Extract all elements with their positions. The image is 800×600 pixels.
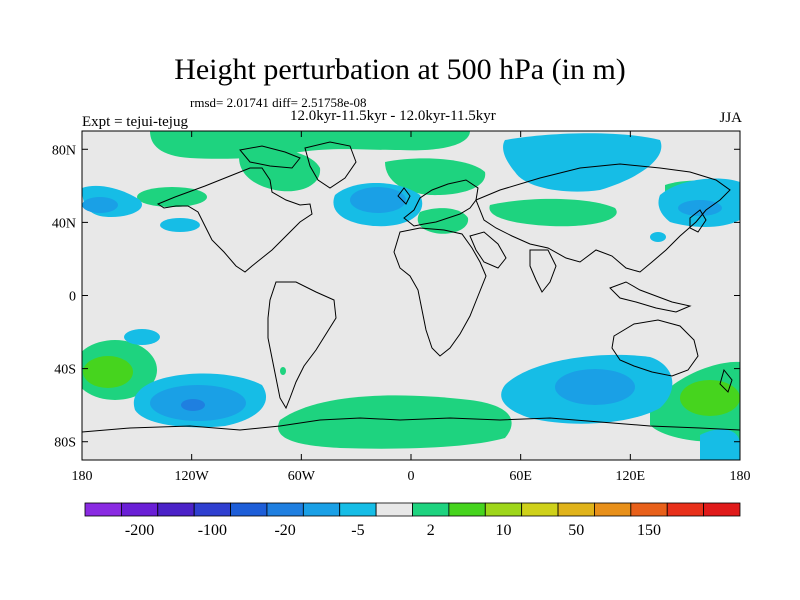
colorbar: [84, 502, 741, 517]
lon-tick-label: 60E: [509, 469, 532, 484]
colorbar-swatch: [412, 502, 450, 517]
map-title: Height perturbation at 500 hPa (in m): [174, 53, 626, 86]
arabia-coast: [469, 231, 507, 269]
anomaly-region-antarctic-negative: [700, 429, 740, 460]
colorbar-swatch: [375, 502, 413, 517]
stats-text: rmsd= 2.01741 diff= 2.51758e-08: [190, 95, 367, 110]
lon-tick-label: 60W: [288, 469, 316, 484]
colorbar-swatch: [484, 502, 523, 517]
anomaly-region-east-pacific-negative: [160, 218, 200, 232]
colorbar-swatch: [594, 502, 632, 517]
anomaly-region-china-negative: [650, 232, 666, 242]
lon-tick-labels: 180 120W 60W 0 60E 120E 180: [72, 469, 751, 484]
anomaly-region-arctic-positive: [150, 131, 470, 159]
lon-tick-label: 120E: [616, 469, 646, 484]
colorbar-swatch: [448, 502, 486, 517]
colorbar-label: -200: [125, 522, 154, 539]
anomaly-region-southwest-pacific-core: [680, 380, 740, 416]
colorbar-label: 10: [495, 522, 511, 539]
experiment-label: Expt = tejui-tejug: [82, 114, 188, 130]
colorbar-swatch: [230, 502, 268, 517]
greenland-coast: [304, 141, 357, 189]
anomaly-region-scandinavia-positive: [385, 158, 486, 196]
africa-coast: [393, 227, 487, 357]
north-america-coast: [156, 167, 313, 273]
lat-tick-label: 0: [69, 290, 76, 305]
colorbar-labels: -200 -100 -20 -5 2 10 50 150: [125, 522, 661, 539]
canada-arctic-islands: [239, 145, 301, 169]
anomaly-region-north-pacific-core: [82, 197, 118, 213]
colorbar-swatch: [703, 502, 741, 517]
india-coast: [529, 249, 557, 293]
anomaly-region-tropical-pacific-negative: [124, 329, 160, 345]
anomaly-region-north-atlantic-core: [350, 187, 406, 213]
colorbar-swatch: [521, 502, 559, 517]
lon-tick-label: 180: [730, 469, 751, 484]
anomaly-region-small-south-pacific-positive: [280, 367, 286, 375]
anomaly-region-south-pacific-core: [83, 356, 133, 388]
season-label: JJA: [719, 110, 742, 126]
new-zealand-coast: [719, 368, 733, 393]
colorbar-swatch: [84, 502, 122, 517]
lat-tick-label: 80N: [52, 143, 76, 158]
colorbar-swatch: [157, 502, 195, 517]
coastlines: [82, 141, 740, 433]
anomaly-region-mediterranean-positive: [417, 208, 469, 234]
anomaly-region-east-asia-core: [678, 200, 722, 216]
anomaly-region-south-pacific-negative-core: [181, 399, 205, 411]
lon-tick-label: 0: [408, 469, 415, 484]
colorbar-label: -5: [351, 522, 364, 539]
anomaly-region-south-atlantic-positive: [278, 395, 512, 449]
map-panel: 180 120W 60W 0 60E 120E 180 80N 40N 0 40S 80S: [52, 130, 751, 484]
colorbar-label: 50: [568, 522, 584, 539]
anomaly-region-indian-ocean-core: [555, 369, 635, 405]
anomaly-region-north-pacific-positive: [137, 187, 207, 207]
colorbar-swatch: [666, 502, 705, 517]
period-label: 12.0kyr-11.5kyr - 12.0kyr-11.5kyr: [290, 108, 496, 124]
antarctica-coast: [82, 417, 740, 433]
lat-tick-marks: [82, 148, 740, 443]
colorbar-swatch: [193, 502, 231, 517]
south-america-coast: [267, 281, 337, 410]
colorbar-swatch: [557, 502, 595, 517]
colorbar-label: 2: [427, 522, 435, 539]
southeast-asia-islands: [609, 281, 692, 313]
colorbar-label: -100: [198, 522, 227, 539]
uk-coast: [397, 187, 411, 205]
asia-coast: [475, 163, 731, 273]
colorbar-swatch: [339, 502, 377, 517]
anomaly-region-central-asia-positive: [489, 198, 617, 227]
lat-tick-label: 80S: [54, 436, 76, 451]
colorbar-swatch: [266, 502, 304, 517]
japan-coast: [689, 209, 707, 233]
lat-tick-labels: 80N 40N 0 40S 80S: [52, 143, 76, 450]
colorbar-swatch: [120, 502, 159, 517]
australia-coast: [611, 319, 699, 377]
colorbar-label: -20: [274, 522, 295, 539]
colorbar-swatch: [302, 502, 341, 517]
lon-tick-label: 120W: [175, 469, 210, 484]
colorbar-swatch: [630, 502, 668, 517]
colorbar-label: 150: [637, 522, 661, 539]
lat-tick-label: 40S: [54, 363, 76, 378]
lon-tick-label: 180: [72, 469, 93, 484]
lat-tick-label: 40N: [52, 216, 76, 231]
lon-tick-marks: [81, 131, 741, 460]
